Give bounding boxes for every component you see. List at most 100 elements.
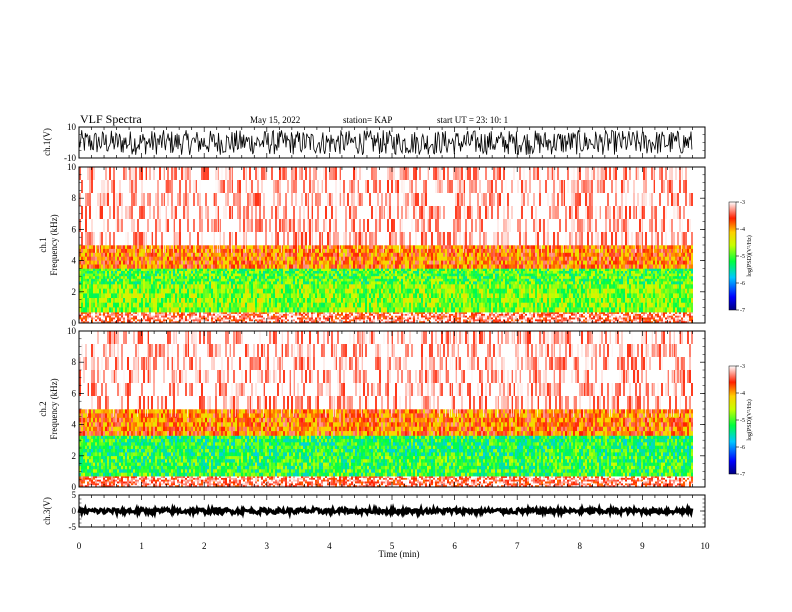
p2-cell <box>93 252 95 257</box>
p2-cell <box>113 307 115 313</box>
p2-cell <box>335 206 337 220</box>
p2-cell <box>225 315 227 318</box>
p2-cell <box>155 219 157 233</box>
p2-cell <box>291 193 293 207</box>
p2-cell <box>81 271 83 274</box>
p2-cell <box>241 252 243 257</box>
p2-cell <box>347 256 349 261</box>
p2-cell <box>371 260 373 265</box>
p2-cell <box>277 293 279 299</box>
p2-cell <box>375 256 377 261</box>
p2-cell <box>93 206 95 220</box>
p2-cell <box>253 273 255 277</box>
p2-cell <box>223 293 225 299</box>
p2-cell <box>211 206 213 220</box>
p2-cell <box>151 264 153 269</box>
p2-cell <box>343 284 345 289</box>
p2-cell <box>121 315 123 318</box>
p2-cell <box>319 317 321 320</box>
p2-cell <box>227 193 229 207</box>
p2-cell <box>327 232 329 246</box>
p2-cell <box>123 206 125 220</box>
p2-cell <box>327 271 329 274</box>
p2-cell <box>263 180 265 194</box>
p2-cell <box>295 315 297 318</box>
p2-cell <box>131 252 133 257</box>
p2-cell <box>201 264 203 269</box>
p2-cell <box>115 288 117 294</box>
p2-cell <box>85 278 87 282</box>
p2-cell <box>169 307 171 313</box>
p2-cell <box>159 281 161 285</box>
p2-cell <box>135 256 137 261</box>
p2-cell <box>185 206 187 220</box>
p2-cell <box>399 293 401 299</box>
p2-cell <box>159 278 161 282</box>
p2-cell <box>109 264 111 269</box>
p2-cell <box>347 321 349 324</box>
p2-cell <box>251 293 253 299</box>
p2-cell <box>229 193 231 207</box>
p2-cell <box>325 268 327 272</box>
p2-cell <box>97 273 99 277</box>
p2-cell <box>89 281 91 285</box>
p2-cell <box>395 268 397 272</box>
p2-cell <box>365 315 367 318</box>
p2-cell <box>395 273 397 277</box>
p2-cell <box>367 167 369 181</box>
p2-cell <box>351 180 353 194</box>
p2-cell <box>151 281 153 285</box>
p2-cell <box>325 293 327 299</box>
p2-cell <box>219 281 221 285</box>
p2-cell <box>185 245 187 250</box>
p2-cell <box>343 248 345 254</box>
p2-cell <box>207 260 209 265</box>
p2-cell <box>349 317 351 320</box>
p2-cell <box>103 271 105 274</box>
p2-cell <box>279 256 281 261</box>
p2-cell <box>227 298 229 303</box>
p2-cell <box>305 288 307 294</box>
p2-cell <box>227 281 229 285</box>
p2-cell <box>393 206 395 220</box>
p2-cell <box>93 271 95 274</box>
p2-cell <box>315 281 317 285</box>
p2-cell <box>127 315 129 318</box>
p2-cell <box>95 313 97 316</box>
p2-cell <box>219 317 221 320</box>
p2-cell <box>139 317 141 320</box>
p2-cell <box>361 206 363 220</box>
p2-cell <box>337 298 339 303</box>
p2-cell <box>383 293 385 299</box>
p2-cell <box>135 271 137 274</box>
p2-cell <box>157 298 159 303</box>
p2-cell <box>119 315 121 318</box>
p2-cell <box>393 302 395 308</box>
p2-cell <box>171 245 173 250</box>
p2-cell <box>271 313 273 316</box>
p2-cell <box>163 317 165 320</box>
p2-cell <box>299 281 301 285</box>
p2-cell <box>249 276 251 280</box>
p2-cell <box>351 167 353 181</box>
p2-cell <box>203 276 205 280</box>
p2-cell <box>195 264 197 269</box>
p2-cell <box>207 167 209 181</box>
p2-cell <box>97 206 99 220</box>
p2-cell <box>209 193 211 207</box>
p2-cell <box>379 281 381 285</box>
p2-cell <box>361 268 363 272</box>
p2-cell <box>359 273 361 277</box>
p2-cell <box>323 245 325 250</box>
p2-cell <box>113 273 115 277</box>
p2-cell <box>361 302 363 308</box>
p2-cell <box>129 317 131 320</box>
p2-cell <box>389 319 391 322</box>
p2-cell <box>169 260 171 265</box>
p2-cell <box>305 206 307 220</box>
p2-cell <box>225 302 227 308</box>
p2-cell <box>227 206 229 220</box>
p2-cell <box>321 307 323 313</box>
p2-cell <box>171 284 173 289</box>
p2-cell <box>189 288 191 294</box>
